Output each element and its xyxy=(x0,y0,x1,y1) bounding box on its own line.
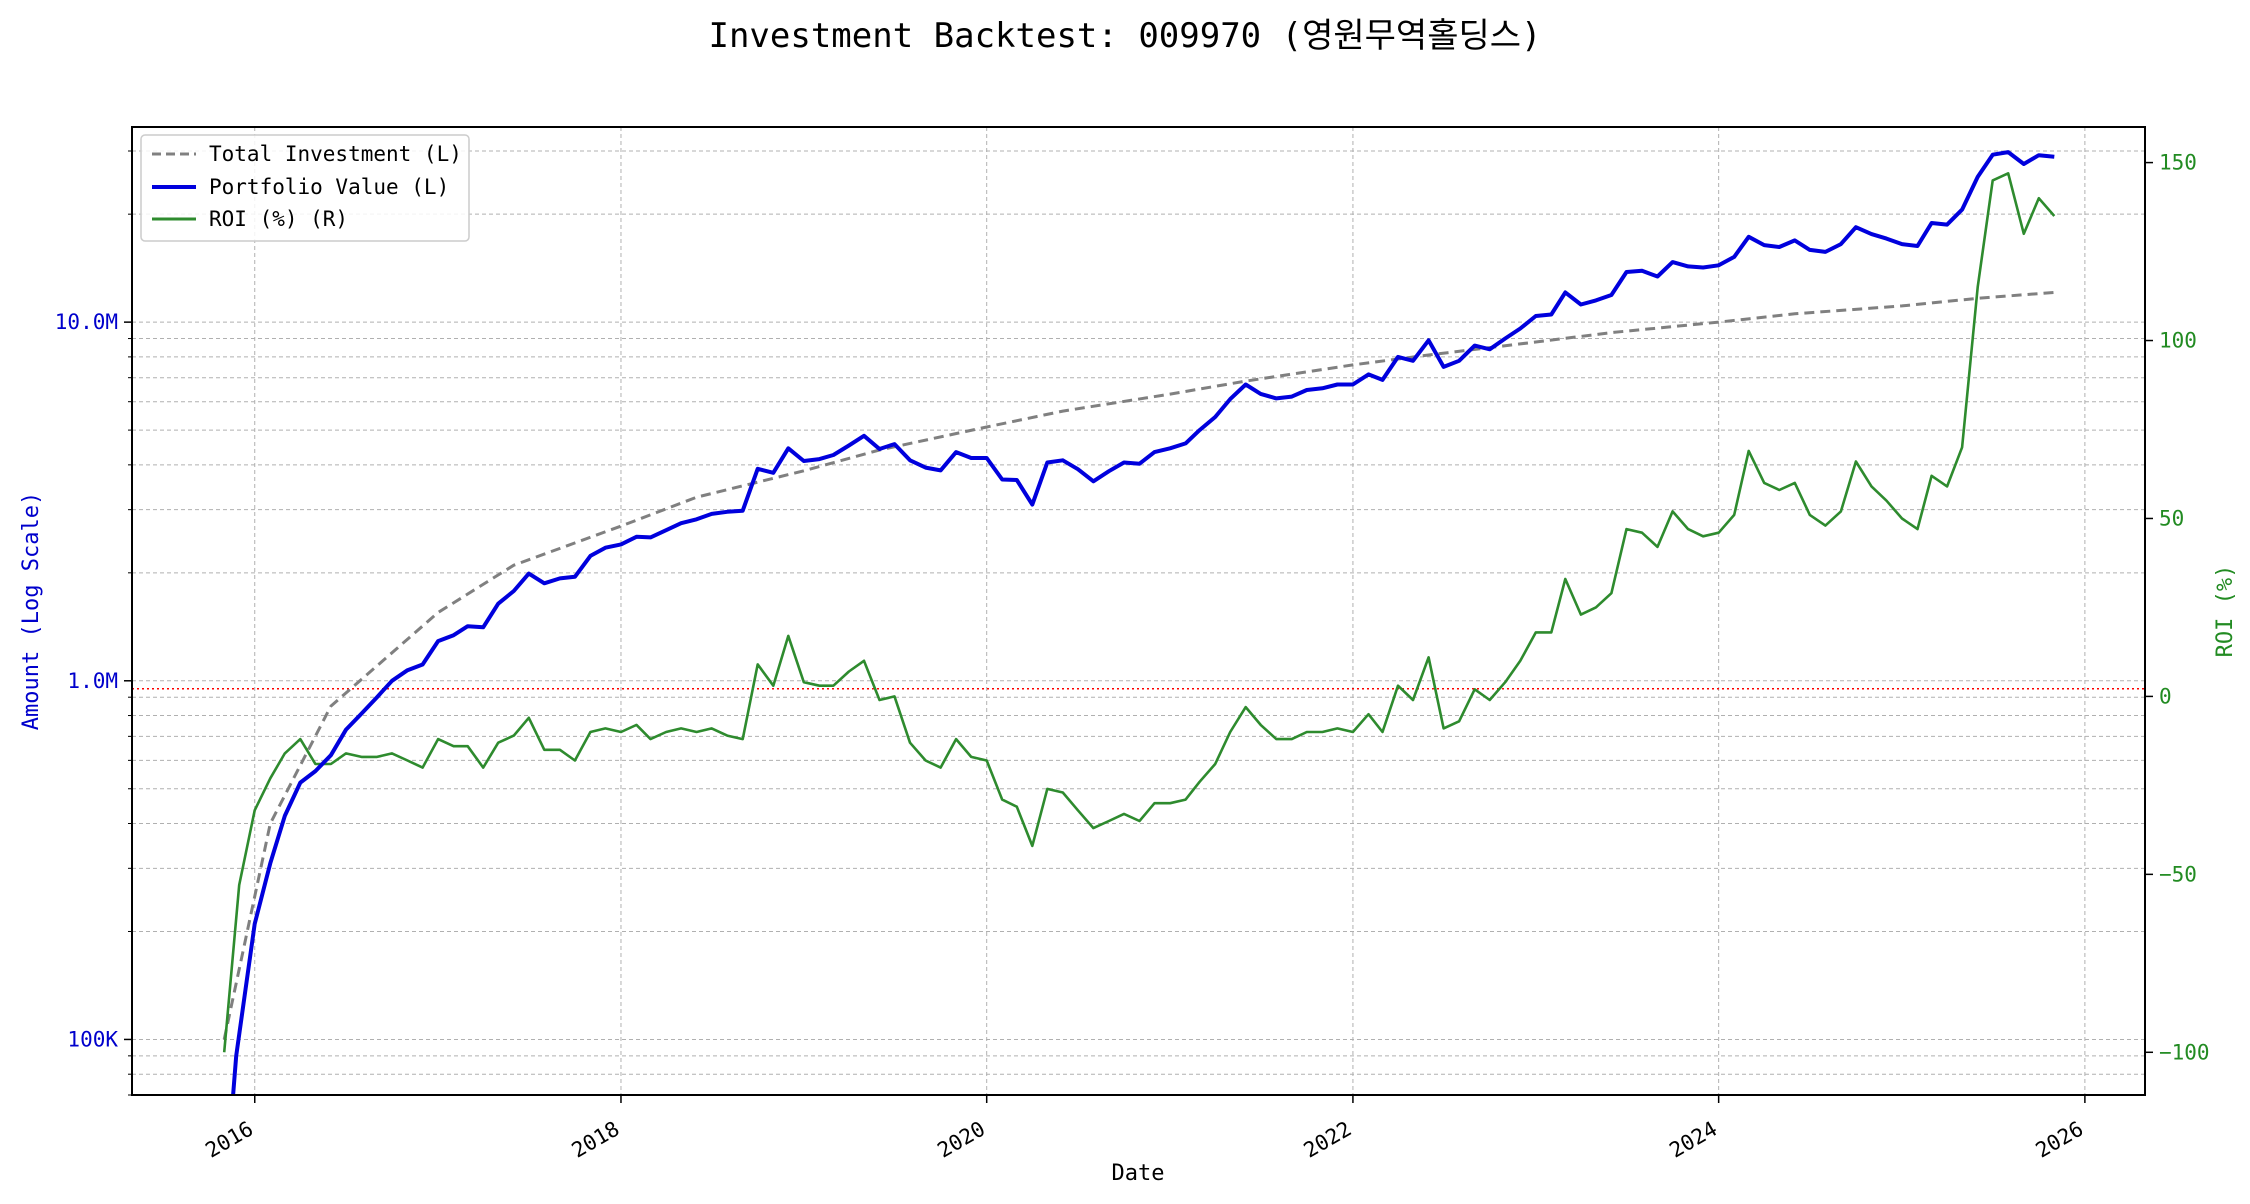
x-tick-label: 2024 xyxy=(1665,1117,1721,1163)
right-y-axis: 150 100 50 0 −50 −100 xyxy=(2145,151,2210,1064)
left-y-tick-label: 10.0M xyxy=(55,310,118,334)
left-y-axis-label: Amount (Log Scale) xyxy=(19,492,44,730)
grid-layer xyxy=(132,127,2145,1096)
legend-label-total-investment: Total Investment (L) xyxy=(209,142,462,166)
portfolio-value-line xyxy=(231,150,2055,1095)
left-y-tick-label: 1.0M xyxy=(67,669,118,693)
chart-title: Investment Backtest: 009970 (영원무역홀딩스) xyxy=(708,16,1541,56)
legend-box xyxy=(140,134,470,242)
right-y-tick-label: 50 xyxy=(2159,506,2184,530)
series-layer xyxy=(222,150,2056,1095)
legend-label-portfolio-value: Portfolio Value (L) xyxy=(209,175,449,199)
roi-line xyxy=(222,172,2056,1053)
x-tick-label: 2016 xyxy=(201,1117,257,1163)
left-y-tick-label: 100K xyxy=(67,1027,118,1051)
right-y-tick-label: −100 xyxy=(2159,1040,2210,1064)
right-y-tick-label: −50 xyxy=(2159,862,2197,886)
right-y-tick-label: 150 xyxy=(2159,151,2197,175)
right-y-tick-label: 100 xyxy=(2159,329,2197,353)
x-axis: 2016 2018 2020 2022 2024 2026 xyxy=(201,1095,2087,1163)
plot-frame xyxy=(131,126,2146,1096)
x-tick-label: 2020 xyxy=(933,1117,989,1163)
legend: Total Investment (L) Portfolio Value (L)… xyxy=(140,134,470,242)
x-tick-label: 2022 xyxy=(1300,1117,1356,1163)
legend-label-roi: ROI (%) (R) xyxy=(209,207,348,231)
right-y-axis-label: ROI (%) xyxy=(2213,565,2238,658)
x-tick-label: 2018 xyxy=(568,1117,624,1163)
left-y-axis: 100K 1.0M 10.0M xyxy=(55,150,132,1096)
x-tick-label: 2026 xyxy=(2032,1117,2088,1163)
x-axis-label: Date xyxy=(1112,1161,1165,1186)
total-investment-line xyxy=(222,290,2055,1040)
right-y-tick-label: 0 xyxy=(2159,684,2172,708)
